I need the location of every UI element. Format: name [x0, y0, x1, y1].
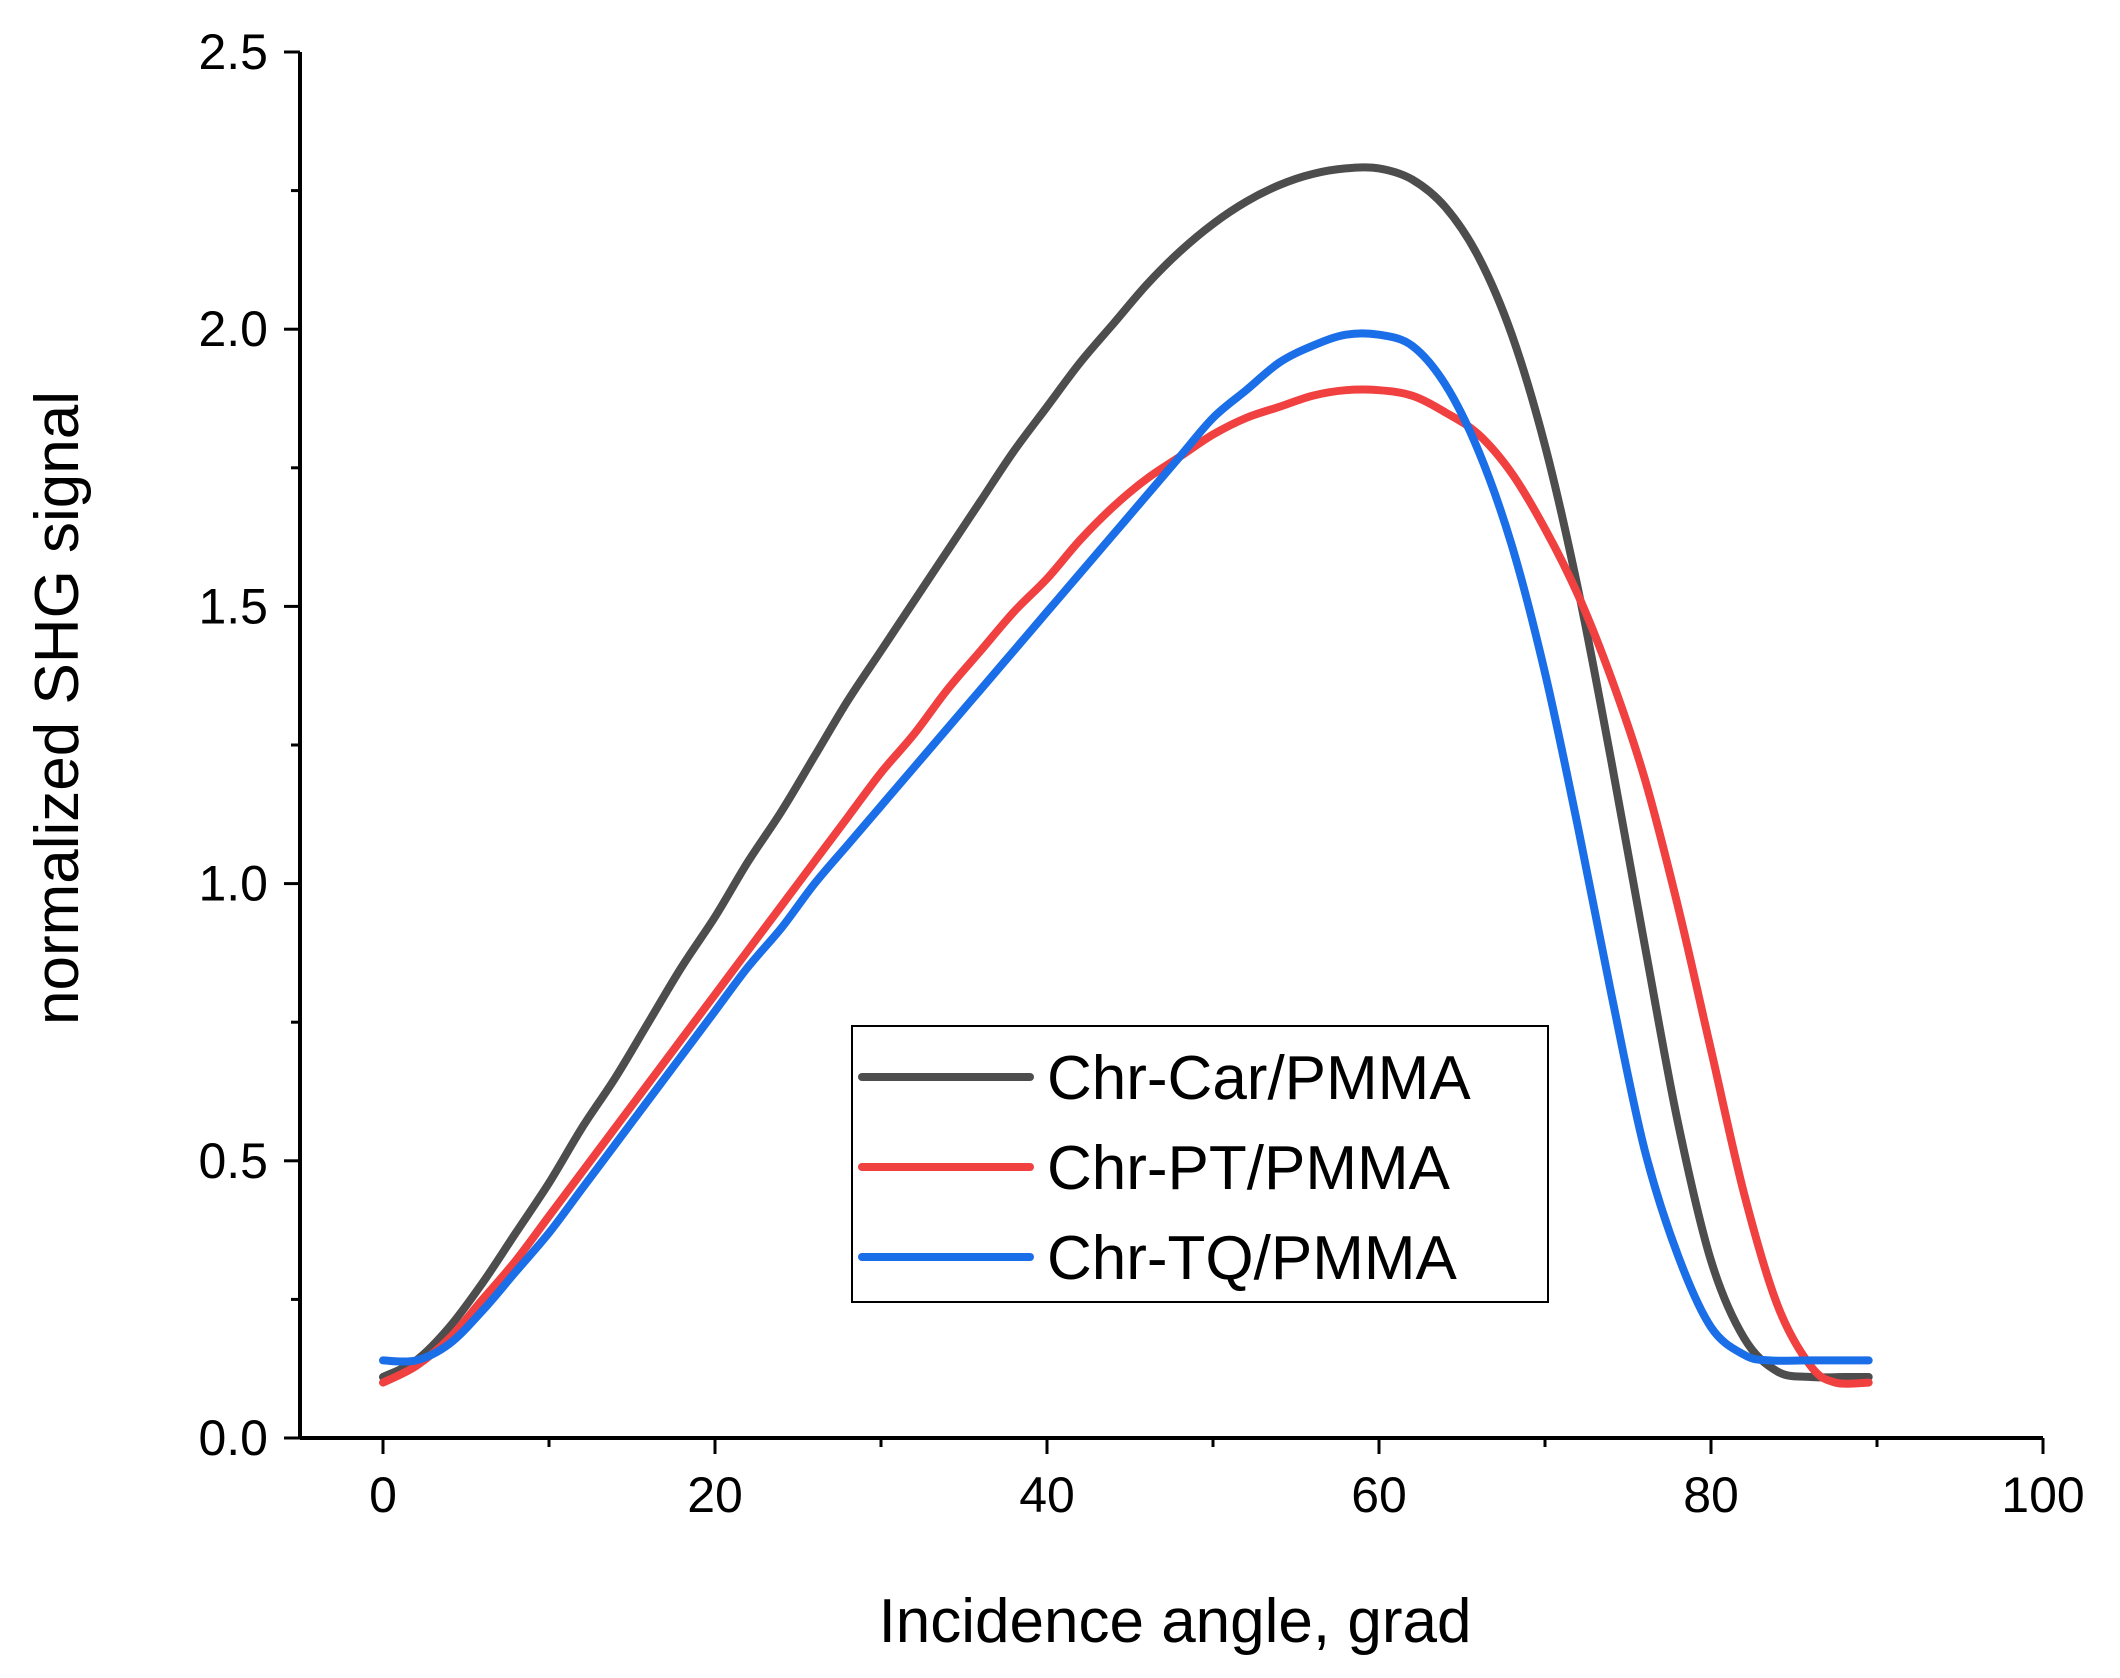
x-tick-label: 80	[1683, 1467, 1739, 1523]
x-tick-label: 20	[687, 1467, 743, 1523]
y-tick-label: 0.0	[198, 1410, 268, 1466]
series-line-chr-tq-pmma	[379, 329, 1873, 1366]
y-tick-label: 2.0	[198, 301, 268, 357]
y-tick-label: 0.5	[198, 1133, 268, 1189]
x-tick-label: 100	[2001, 1467, 2084, 1523]
series-layer	[379, 163, 1873, 1388]
x-axis-title: Incidence angle, grad	[879, 1587, 1472, 1656]
legend-label-chr-car-pmma: Chr-Car/PMMA	[1047, 1044, 1471, 1113]
series-line-chr-car-pmma	[379, 163, 1873, 1382]
legend-label-chr-pt-pmma: Chr-PT/PMMA	[1047, 1134, 1451, 1203]
x-tick-label: 0	[369, 1467, 397, 1523]
x-tick-label: 40	[1019, 1467, 1075, 1523]
y-tick-label: 2.5	[198, 24, 268, 80]
y-axis-title: normalized SHG signal	[23, 391, 92, 1025]
y-tick-label: 1.5	[198, 578, 268, 634]
x-tick-label: 60	[1351, 1467, 1407, 1523]
y-tick-label: 1.0	[198, 856, 268, 912]
axes: 0 20 40 60 80 100 0.0 0.5 1.0 1.5 2.0 2.5	[198, 24, 2084, 1523]
legend: Chr-Car/PMMA Chr-PT/PMMA Chr-TQ/PMMA	[851, 1025, 1549, 1303]
legend-label-chr-tq-pmma: Chr-TQ/PMMA	[1047, 1224, 1458, 1293]
